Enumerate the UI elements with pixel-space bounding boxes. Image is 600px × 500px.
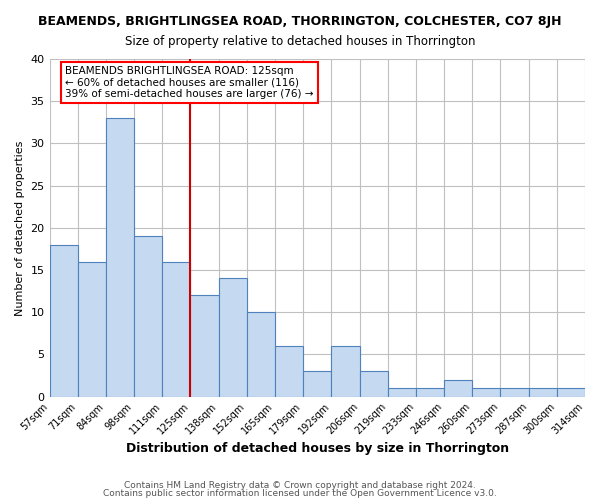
X-axis label: Distribution of detached houses by size in Thorrington: Distribution of detached houses by size … bbox=[126, 442, 509, 455]
Bar bbox=[359, 372, 388, 396]
Bar bbox=[247, 312, 275, 396]
Bar bbox=[416, 388, 444, 396]
Bar bbox=[444, 380, 472, 396]
Y-axis label: Number of detached properties: Number of detached properties bbox=[15, 140, 25, 316]
Text: Size of property relative to detached houses in Thorrington: Size of property relative to detached ho… bbox=[125, 35, 475, 48]
Bar bbox=[162, 262, 190, 396]
Bar bbox=[557, 388, 585, 396]
Bar bbox=[303, 372, 331, 396]
Bar bbox=[388, 388, 416, 396]
Bar bbox=[500, 388, 529, 396]
Text: BEAMENDS, BRIGHTLINGSEA ROAD, THORRINGTON, COLCHESTER, CO7 8JH: BEAMENDS, BRIGHTLINGSEA ROAD, THORRINGTO… bbox=[38, 15, 562, 28]
Bar bbox=[50, 244, 78, 396]
Bar bbox=[331, 346, 359, 397]
Bar bbox=[78, 262, 106, 396]
Bar bbox=[472, 388, 500, 396]
Bar bbox=[190, 296, 218, 396]
Text: Contains HM Land Registry data © Crown copyright and database right 2024.: Contains HM Land Registry data © Crown c… bbox=[124, 481, 476, 490]
Bar bbox=[218, 278, 247, 396]
Bar bbox=[134, 236, 162, 396]
Bar bbox=[106, 118, 134, 396]
Text: BEAMENDS BRIGHTLINGSEA ROAD: 125sqm
← 60% of detached houses are smaller (116)
3: BEAMENDS BRIGHTLINGSEA ROAD: 125sqm ← 60… bbox=[65, 66, 314, 99]
Bar bbox=[275, 346, 303, 397]
Text: Contains public sector information licensed under the Open Government Licence v3: Contains public sector information licen… bbox=[103, 488, 497, 498]
Bar bbox=[529, 388, 557, 396]
